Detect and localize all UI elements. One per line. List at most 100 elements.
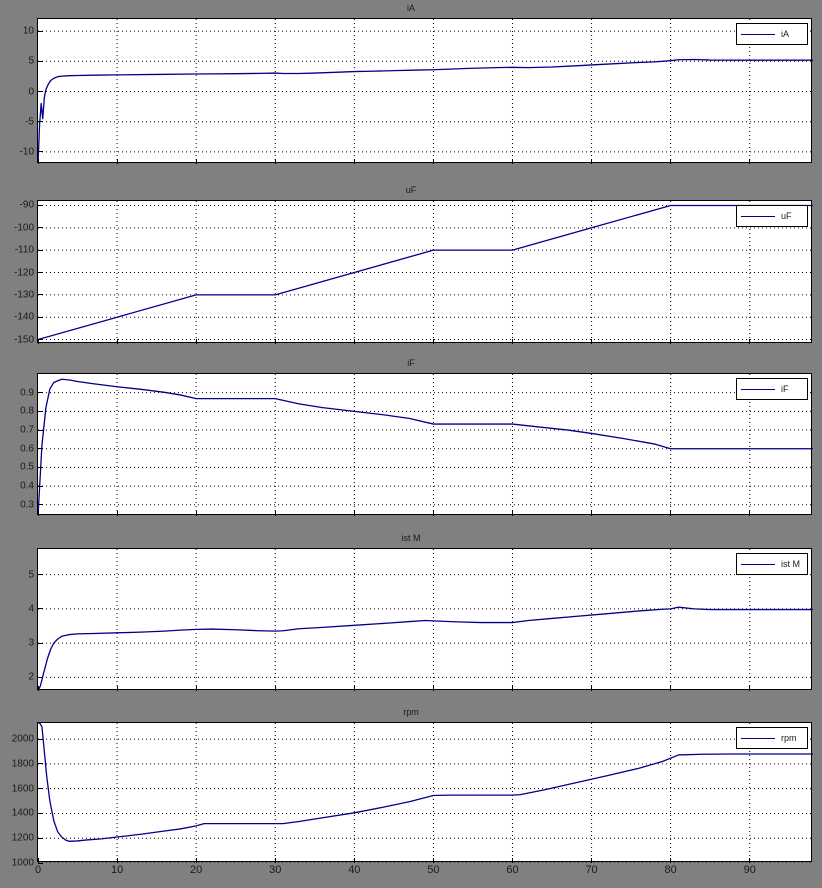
subplot-title-uF: uF bbox=[405, 185, 417, 195]
legend-iF[interactable]: iF bbox=[736, 378, 808, 400]
xtick-mark bbox=[670, 339, 672, 344]
data-line-istM bbox=[38, 606, 813, 691]
xtick-label-rpm: 10 bbox=[110, 864, 124, 876]
axes-iA: -10 -5 0 5 10 bbox=[20, 18, 813, 164]
xtick-mark bbox=[116, 858, 118, 863]
ytick-label-uF: -140 bbox=[13, 311, 34, 323]
xtick-mark bbox=[274, 339, 276, 344]
xtick-label-rpm: 30 bbox=[269, 864, 282, 876]
subplot-title-rpm: rpm bbox=[403, 707, 419, 717]
axes-iF: 0.3 0.4 0.5 0.6 0.7 0.8 0.9 bbox=[20, 373, 813, 516]
ytick-mark bbox=[38, 249, 43, 251]
ytick-mark bbox=[38, 294, 43, 296]
xtick-mark bbox=[591, 858, 593, 863]
xtick-mark bbox=[670, 686, 672, 691]
data-line-uF bbox=[38, 204, 813, 341]
ytick-mark bbox=[38, 316, 43, 318]
ytick-label-uF: -150 bbox=[13, 334, 34, 346]
ytick-label-rpm: 1800 bbox=[11, 758, 34, 770]
ytick-label-istM: 4 bbox=[28, 603, 34, 615]
ytick-mark bbox=[38, 608, 43, 610]
legend-iA[interactable]: iA bbox=[736, 23, 808, 45]
ytick-label-iF: 0.6 bbox=[20, 443, 34, 455]
xtick-label-rpm: 70 bbox=[585, 864, 598, 876]
legend-rpm[interactable]: rpm bbox=[736, 727, 808, 749]
ytick-label-iA: 5 bbox=[28, 55, 34, 67]
ytick-mark bbox=[38, 642, 43, 644]
xtick-mark bbox=[591, 511, 593, 516]
xtick-label-rpm: 40 bbox=[348, 864, 361, 876]
ytick-mark bbox=[38, 862, 43, 864]
ytick-label-istM: 5 bbox=[28, 569, 34, 581]
axes-rpm: 1000 1200 1400 1600 1800 2000 0 10 20 30 40 50 60 70 8… bbox=[12, 722, 813, 876]
xtick-mark bbox=[195, 858, 197, 863]
ytick-mark bbox=[38, 151, 43, 153]
xtick-mark bbox=[274, 686, 276, 691]
ytick-label-istM: 2 bbox=[28, 671, 34, 683]
legend-line-swatch bbox=[741, 388, 775, 390]
xtick-mark bbox=[37, 159, 39, 164]
xtick-mark bbox=[353, 686, 355, 691]
legend-line-swatch bbox=[741, 737, 775, 739]
ytick-label-rpm: 1000 bbox=[11, 857, 34, 869]
legend-istM[interactable]: ist M bbox=[736, 553, 808, 575]
ytick-mark bbox=[38, 204, 43, 206]
xtick-mark bbox=[432, 511, 434, 516]
ytick-mark bbox=[38, 574, 43, 576]
plot-canvas-iF bbox=[38, 374, 813, 516]
xtick-mark bbox=[353, 339, 355, 344]
ytick-label-uF: -130 bbox=[13, 289, 34, 301]
xtick-mark bbox=[274, 858, 276, 863]
ytick-mark bbox=[38, 448, 43, 450]
ytick-mark bbox=[38, 121, 43, 123]
xtick-mark bbox=[432, 858, 434, 863]
xtick-label-rpm: 80 bbox=[664, 864, 677, 876]
plot-canvas-istM bbox=[38, 549, 813, 691]
ytick-label-iF: 0.8 bbox=[20, 405, 34, 417]
ytick-mark bbox=[38, 339, 43, 341]
gridlines-uF bbox=[38, 201, 813, 344]
axes-istM: 2 3 4 5 bbox=[28, 548, 813, 691]
xtick-mark bbox=[511, 511, 513, 516]
xtick-mark bbox=[511, 159, 513, 164]
xtick-mark bbox=[274, 159, 276, 164]
xtick-mark bbox=[195, 686, 197, 691]
ytick-mark bbox=[38, 837, 43, 839]
xtick-label-rpm: 0 bbox=[34, 864, 42, 876]
xtick-mark bbox=[591, 339, 593, 344]
xtick-mark bbox=[749, 159, 751, 164]
ytick-mark bbox=[38, 504, 43, 506]
xtick-mark bbox=[511, 858, 513, 863]
xtick-mark bbox=[749, 339, 751, 344]
ytick-label-iA: -5 bbox=[25, 116, 34, 128]
legend-uF[interactable]: uF bbox=[736, 205, 808, 227]
xtick-mark bbox=[511, 339, 513, 344]
xtick-label-rpm: 50 bbox=[427, 864, 440, 876]
ytick-label-rpm: 1600 bbox=[11, 783, 34, 795]
gridlines-iF bbox=[38, 374, 813, 516]
subplot-title-iA: iA bbox=[406, 3, 415, 13]
data-line-iF bbox=[38, 378, 813, 516]
ytick-label-uF: -90 bbox=[19, 199, 34, 211]
ytick-label-iF: 0.7 bbox=[20, 424, 34, 436]
xtick-label-rpm: 60 bbox=[506, 864, 519, 876]
legend-line-swatch bbox=[741, 563, 775, 565]
xtick-mark bbox=[432, 339, 434, 344]
xtick-mark bbox=[195, 511, 197, 516]
xtick-mark bbox=[37, 511, 39, 516]
ytick-mark bbox=[38, 272, 43, 273]
xtick-mark bbox=[195, 159, 197, 164]
ytick-label-iF: 0.9 bbox=[20, 387, 34, 399]
xtick-mark bbox=[591, 159, 593, 164]
xtick-mark bbox=[116, 159, 118, 164]
ytick-mark bbox=[38, 91, 43, 92]
plot-canvas-rpm bbox=[38, 723, 813, 863]
xtick-mark bbox=[670, 511, 672, 516]
ytick-mark bbox=[38, 227, 43, 229]
ytick-mark bbox=[38, 485, 43, 487]
xtick-mark bbox=[670, 159, 672, 164]
plot-canvas-iA bbox=[38, 19, 813, 164]
xtick-mark bbox=[670, 858, 672, 863]
